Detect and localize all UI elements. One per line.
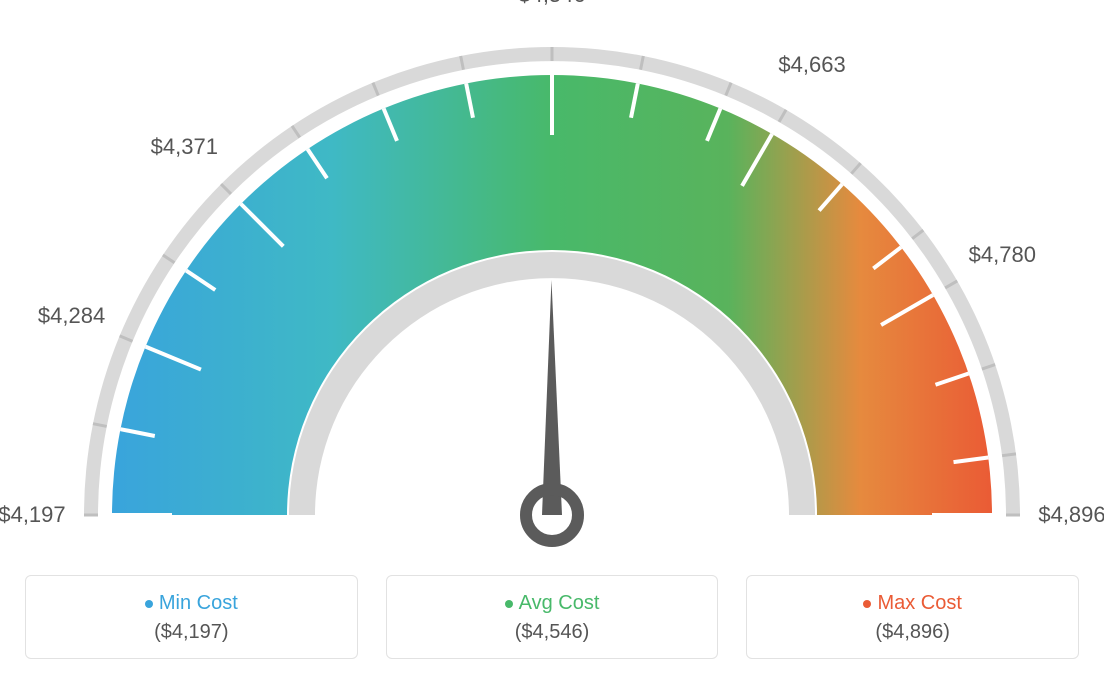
dot-icon [505, 600, 513, 608]
legend-value-min: ($4,197) [26, 621, 357, 644]
legend-card-max: Max Cost ($4,896) [746, 575, 1079, 659]
gauge-tick-label: $4,371 [151, 134, 218, 160]
legend-row: Min Cost ($4,197) Avg Cost ($4,546) Max … [25, 575, 1079, 659]
gauge-tick-label: $4,197 [0, 502, 66, 528]
gauge-tick-label: $4,546 [518, 0, 585, 8]
legend-value-max: ($4,896) [747, 621, 1078, 644]
legend-title-max: Max Cost [747, 592, 1078, 615]
gauge-svg [25, 25, 1079, 565]
gauge-tick-label: $4,896 [1038, 502, 1104, 528]
legend-card-min: Min Cost ($4,197) [25, 575, 358, 659]
dot-icon [145, 600, 153, 608]
legend-title-min: Min Cost [26, 592, 357, 615]
gauge-tick-label: $4,284 [38, 303, 105, 329]
gauge-tick-label: $4,780 [969, 242, 1036, 268]
cost-gauge-chart: $4,197$4,284$4,371$4,546$4,663$4,780$4,8… [25, 25, 1079, 565]
legend-value-avg: ($4,546) [387, 621, 718, 644]
dot-icon [863, 600, 871, 608]
legend-card-avg: Avg Cost ($4,546) [386, 575, 719, 659]
legend-title-text: Max Cost [877, 592, 961, 614]
gauge-tick-label: $4,663 [778, 52, 845, 78]
legend-title-avg: Avg Cost [387, 592, 718, 615]
legend-title-text: Min Cost [159, 592, 238, 614]
legend-title-text: Avg Cost [519, 592, 600, 614]
